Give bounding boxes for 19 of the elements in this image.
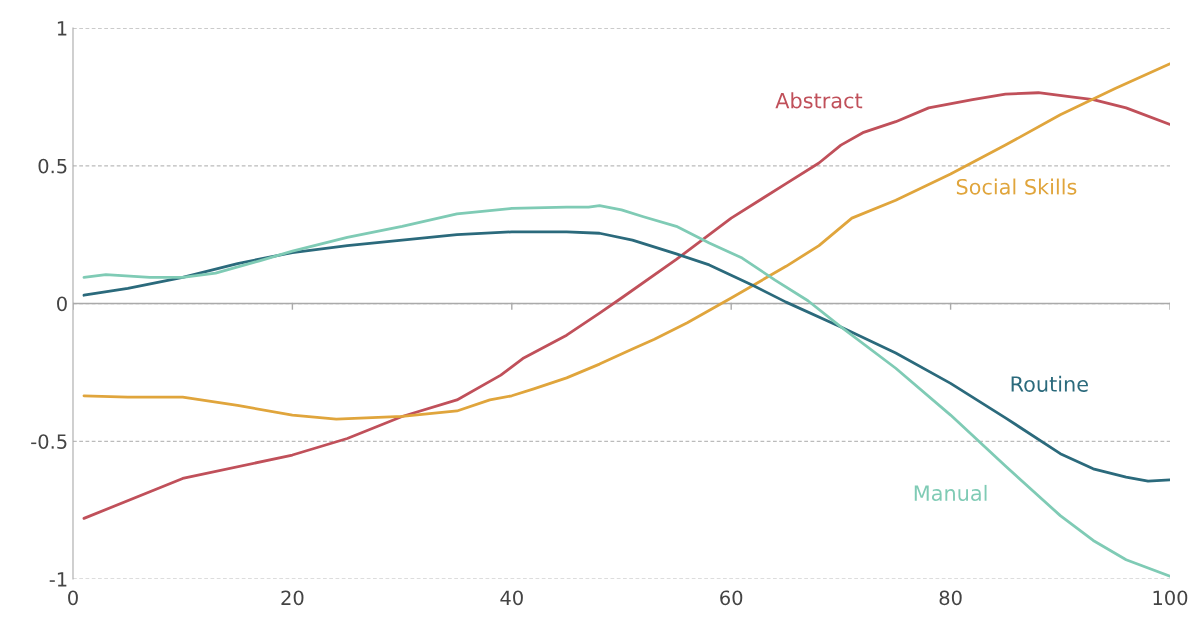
y-tick-label: 0 <box>57 296 67 312</box>
x-tick-label: 60 <box>720 590 743 606</box>
y-tick-label: -0.5 <box>31 434 67 449</box>
y-tick-label: 0.5 <box>38 158 67 174</box>
y-tick-label: -1 <box>49 572 67 587</box>
series-label: Social Skills <box>956 178 1077 195</box>
line-series <box>82 204 1170 578</box>
line-series <box>82 230 1170 483</box>
x-tick-label: 0 <box>68 590 78 606</box>
x-tick-label: 40 <box>500 590 523 606</box>
series-label: Manual <box>914 484 987 502</box>
x-tick-label: 20 <box>281 590 304 606</box>
x-tick-label: 80 <box>939 590 962 606</box>
series-label: Routine <box>1011 375 1088 392</box>
line-series <box>82 62 1170 421</box>
line-series <box>82 91 1170 520</box>
y-tick-label: 1 <box>57 21 67 36</box>
series-label: Abstract <box>775 92 863 109</box>
x-tick-label: 100 <box>1153 590 1188 606</box>
